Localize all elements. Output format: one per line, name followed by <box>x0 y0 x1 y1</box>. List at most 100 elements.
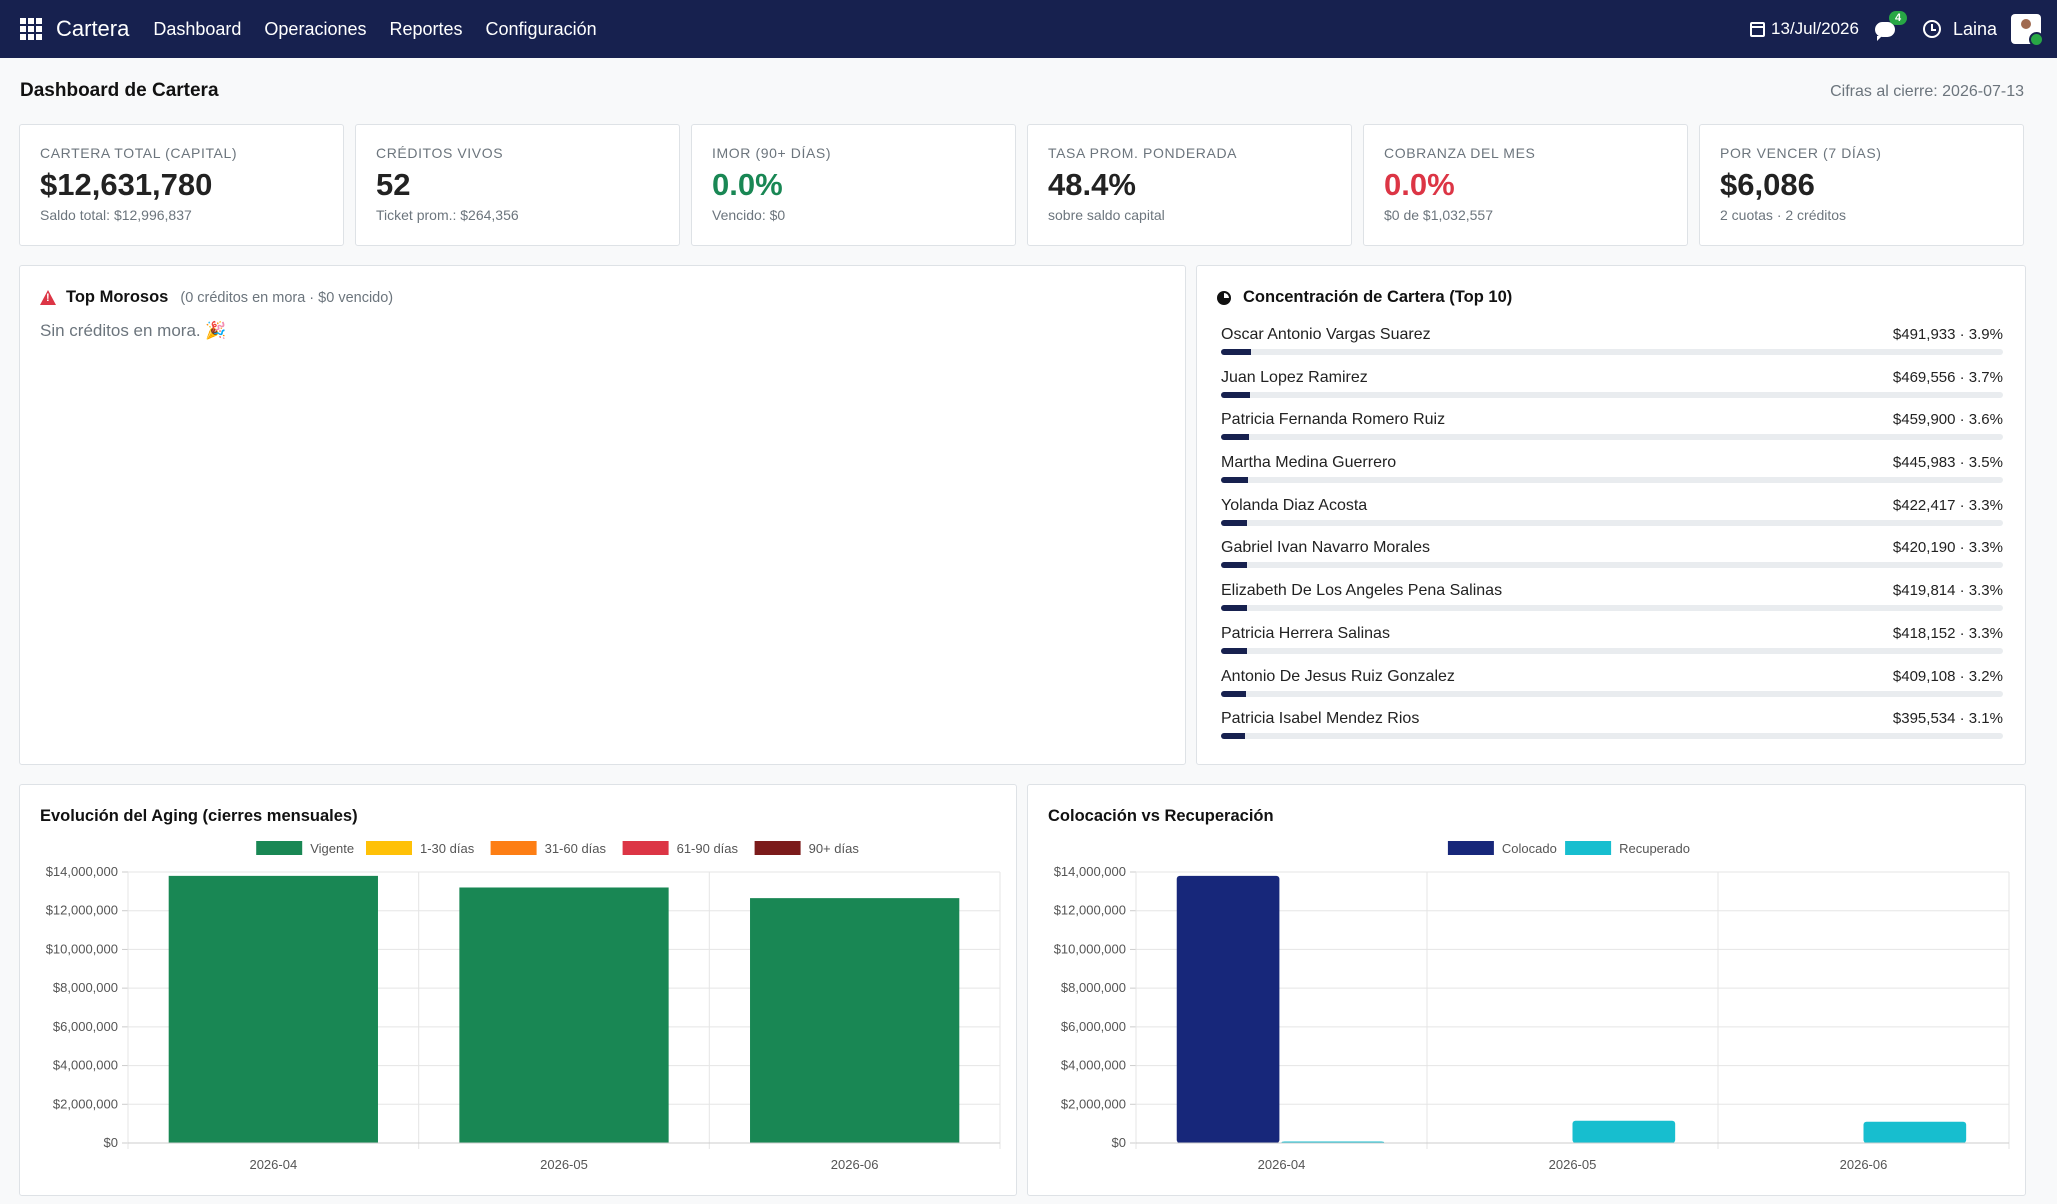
concentracion-row: Gabriel Ivan Navarro Morales $420,190 · 3… <box>1221 539 2003 582</box>
concentracion-bar-track <box>1221 733 2003 740</box>
legend-label: Colocado <box>1502 841 1557 856</box>
concentracion-bar-track <box>1221 391 2003 398</box>
legend-swatch <box>490 841 537 855</box>
kpi-value: $12,631,780 <box>40 167 213 202</box>
concentracion-list: Oscar Antonio Vargas Suarez $491,933 · 3.… <box>1221 326 2003 753</box>
y-tick-label: $8,000,000 <box>53 980 118 995</box>
concentracion-row: Yolanda Diaz Acosta $422,417 · 3.3% <box>1221 497 2003 540</box>
chat-icon <box>1874 22 1895 41</box>
concentracion-amount: $422,417 · 3.3% <box>1892 496 2003 514</box>
kpi-card-cobranza: COBRANZA DEL MES 0.0% $0 de $1,032,557 <box>1363 124 1688 246</box>
legend-swatch <box>1565 841 1612 855</box>
bar <box>1176 875 1280 1143</box>
kpi-sub: $0 de $1,032,557 <box>1384 207 1493 223</box>
concentracion-amount: $491,933 · 3.9% <box>1892 326 2003 343</box>
concentracion-bar-fill <box>1221 349 1252 355</box>
y-tick-label: $10,000,000 <box>1054 941 1126 956</box>
concentracion-bar-track <box>1221 519 2003 526</box>
app-brand[interactable]: Cartera <box>56 16 130 41</box>
concentracion-row: Martha Medina Guerrero $445,983 · 3.5% <box>1221 454 2003 497</box>
legend-swatch <box>754 841 801 855</box>
kpi-value: 48.4% <box>1048 167 1136 202</box>
concentracion-client-name: Antonio De Jesus Ruiz Gonzalez <box>1221 667 1455 685</box>
current-date: 13/Jul/2026 <box>1771 19 1859 38</box>
x-tick-label: 2026-04 <box>249 1157 297 1172</box>
legend-swatch <box>1447 841 1494 855</box>
x-tick-label: 2026-06 <box>831 1157 879 1172</box>
messages-button[interactable]: 4 <box>1874 11 1908 41</box>
aging-chart: Vigente 1-30 días 31-60 días 61-90 días 90+ … <box>46 841 1001 1172</box>
top-morosos-title: Top Morosos <box>66 288 169 306</box>
y-tick-label: $4,000,000 <box>53 1058 118 1073</box>
menu-configuracion[interactable]: Configuración <box>485 18 597 39</box>
empty-state-message: Sin créditos en mora. 🎉 <box>40 321 227 340</box>
concentracion-row: Oscar Antonio Vargas Suarez $491,933 · 3.… <box>1221 326 2003 369</box>
x-tick-label: 2026-05 <box>540 1157 588 1172</box>
y-tick-label: $4,000,000 <box>1061 1058 1126 1073</box>
concentracion-amount: $409,108 · 3.2% <box>1892 667 2003 685</box>
concentracion-client-name: Patricia Fernanda Romero Ruiz <box>1221 411 1446 429</box>
x-tick-label: 2026-04 <box>1258 1157 1306 1172</box>
concentracion-amount: $420,190 · 3.3% <box>1892 539 2003 557</box>
kpi-label: IMOR (90+ DÍAS) <box>712 145 832 161</box>
warning-icon <box>40 290 56 305</box>
bar <box>459 887 669 1143</box>
bar <box>750 898 960 1143</box>
kpi-sub: sobre saldo capital <box>1048 207 1165 223</box>
concentracion-client-name: Juan Lopez Ramirez <box>1221 368 1368 386</box>
kpi-label: CRÉDITOS VIVOS <box>376 145 504 161</box>
legend-label: 31-60 días <box>545 841 607 856</box>
legend-label: Vigente <box>310 841 354 856</box>
date-indicator[interactable]: 13/Jul/2026 <box>1750 19 1859 39</box>
closing-date-note: Cifras al cierre: 2026-07-13 <box>1830 83 2024 100</box>
legend-label: Recuperado <box>1619 841 1690 856</box>
kpi-sub: Vencido: $0 <box>712 207 786 223</box>
pie-chart-icon <box>1217 290 1231 305</box>
activity-clock-icon[interactable] <box>1922 20 1941 38</box>
concentracion-client-name: Gabriel Ivan Navarro Morales <box>1221 539 1430 557</box>
legend-swatch <box>622 841 669 855</box>
concentracion-bar-fill <box>1221 519 1247 526</box>
concentracion-amount: $395,534 · 3.1% <box>1892 710 2003 728</box>
kpi-label: CARTERA TOTAL (CAPITAL) <box>40 145 238 161</box>
concentracion-row: Elizabeth De Los Angeles Pena Salinas $41… <box>1221 582 2003 625</box>
concentracion-bar-track <box>1221 605 2003 612</box>
user-avatar[interactable] <box>2011 14 2044 47</box>
aging-chart-title: Evolución del Aging (cierres mensuales) <box>40 807 358 825</box>
page-title: Dashboard de Cartera <box>20 80 219 101</box>
y-tick-label: $0 <box>104 1135 118 1150</box>
top-morosos-panel: Top Morosos (0 créditos en mora · $0 ven… <box>19 265 1186 765</box>
kpi-label: COBRANZA DEL MES <box>1384 145 1536 161</box>
kpi-label: POR VENCER (7 DÍAS) <box>1720 145 1882 161</box>
bar <box>1863 1121 1967 1143</box>
concentracion-bar-fill <box>1221 733 1246 740</box>
concentracion-client-name: Martha Medina Guerrero <box>1221 454 1397 472</box>
y-tick-label: $14,000,000 <box>46 864 118 879</box>
user-name[interactable]: Laina <box>1952 18 1997 39</box>
colocacion-chart-panel: Colocación vs Recuperación Colocado Recup… <box>1027 784 2026 1196</box>
y-tick-label: $6,000,000 <box>53 1019 118 1034</box>
kpi-value: $6,086 <box>1720 167 1815 202</box>
kpi-sub: Ticket prom.: $264,356 <box>376 207 519 223</box>
messages-badge: 4 <box>1888 11 1908 25</box>
x-tick-label: 2026-06 <box>1840 1157 1888 1172</box>
colocacion-chart-title: Colocación vs Recuperación <box>1048 807 1274 825</box>
concentracion-client-name: Oscar Antonio Vargas Suarez <box>1221 326 1431 343</box>
y-tick-label: $6,000,000 <box>1061 1019 1126 1034</box>
kpi-card-por-vencer: POR VENCER (7 DÍAS) $6,086 2 cuotas · 2 … <box>1699 124 2024 246</box>
menu-reportes[interactable]: Reportes <box>389 18 463 39</box>
apps-grid-icon[interactable] <box>20 18 42 40</box>
kpi-row: CARTERA TOTAL (CAPITAL) $12,631,780 Sald… <box>19 124 2024 246</box>
menu-dashboard[interactable]: Dashboard <box>153 18 242 39</box>
legend-label: 61-90 días <box>677 841 739 856</box>
y-tick-label: $8,000,000 <box>1061 980 1126 995</box>
concentracion-amount: $445,983 · 3.5% <box>1892 454 2003 472</box>
y-tick-label: $10,000,000 <box>46 941 118 956</box>
concentracion-bar-track <box>1221 562 2003 569</box>
concentracion-bar-track <box>1221 477 2003 484</box>
y-tick-label: $14,000,000 <box>1054 864 1126 879</box>
concentracion-bar-fill <box>1221 647 1247 654</box>
menu-operaciones[interactable]: Operaciones <box>264 18 367 39</box>
legend-swatch <box>366 841 412 855</box>
concentracion-title: Concentración de Cartera (Top 10) <box>1243 288 1513 306</box>
